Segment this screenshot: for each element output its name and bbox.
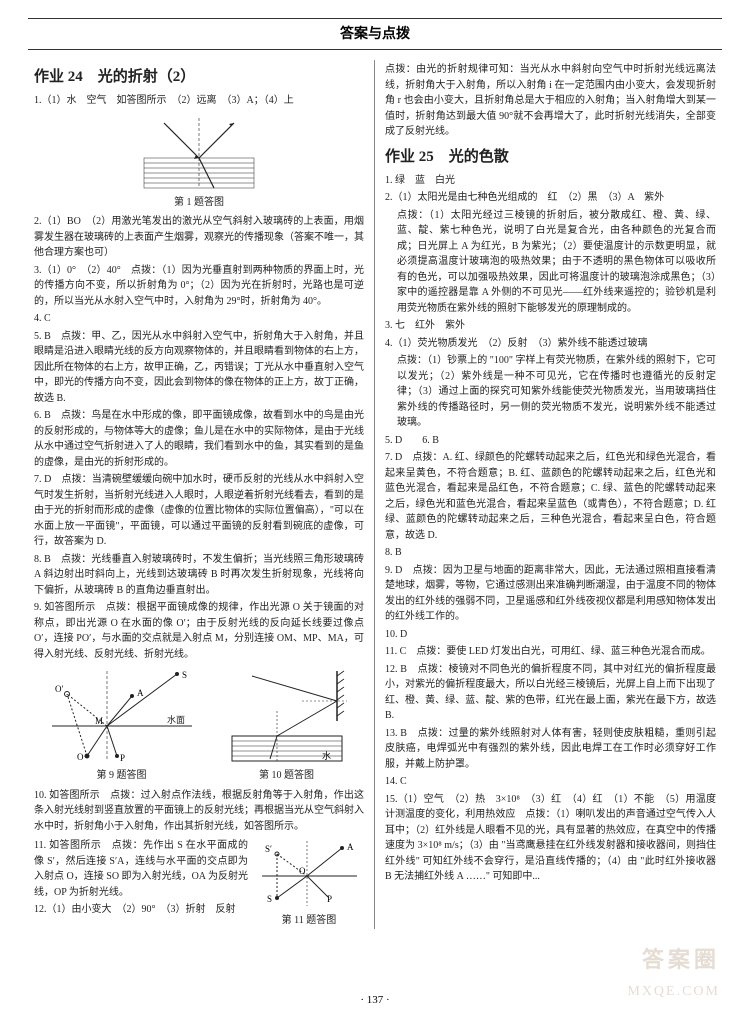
q24-2: 2.（1）BO （2）用激光笔发出的激光从空气斜射入玻璃砖的上表面，用烟雾发生器…: [34, 214, 364, 261]
q24-10: 10. 如答图所示 点拨：过入射点作法线，根据反射角等于入射角，作出这条入射光线…: [34, 788, 364, 835]
q25-5-6: 5. D 6. B: [385, 433, 716, 449]
svg-text:O: O: [77, 752, 84, 762]
q25-15: 15.（1）空气 （2）热 3×10⁸ （3）红 （4）红 （1）不能 （5）用…: [385, 792, 716, 885]
right-column: 点拨：由光的折射规律可知：当光从水中斜射向空气中时折射光线远离法线，折射角大于入…: [375, 60, 722, 929]
fig10-wrap: 水 第 10 题答图: [222, 666, 352, 784]
page: 答案与点拨 作业 24 光的折射（2） 1.（1）水 空气 如答图所示 （2）远…: [0, 0, 750, 1014]
q25-13: 13. B 点拨：过量的紫外线照射对人体有害，轻则使皮肤粗糙，重则引起皮肤癌，电…: [385, 726, 716, 773]
q25-9: 9. D 点拨：因为卫星与地面的距离非常大，因此，无法通过照相直接看清楚地球，烟…: [385, 563, 716, 625]
header-rule-top: [28, 18, 722, 19]
q25-1: 1. 绿 蓝 白光: [385, 173, 716, 189]
q25-3: 3. 七 红外 紫外: [385, 318, 716, 334]
q24-3: 3.（1）0° （2）40° 点拨：（1）因为光垂直射到两种物质的界面上时，光的…: [34, 263, 364, 310]
fig9-wrap: 水面 O O′ A P S M: [47, 666, 197, 784]
q24-11: 11. 如答图所示 点拨：先作出 S 在水平面成的像 S′，然后连接 S′A，连…: [34, 838, 248, 900]
q25-12: 12. B 点拨：棱镜对不同色光的偏折程度不同，其中对红光的偏折程度最小，对紫光…: [385, 662, 716, 724]
fig11-caption: 第 11 题答图: [254, 913, 364, 929]
q24-1: 1.（1）水 空气 如答图所示 （2）远离 （3）A；（4）上: [34, 93, 364, 109]
fig1-caption: 第 1 题答图: [34, 195, 364, 211]
svg-text:S: S: [267, 894, 272, 904]
q25-4-hint: 点拨：（1）钞票上的 "100" 字样上有荧光物质，在紫外线的照射下，它可以发光…: [385, 353, 716, 431]
q24-4: 4. C: [34, 311, 364, 327]
two-column-layout: 作业 24 光的折射（2） 1.（1）水 空气 如答图所示 （2）远离 （3）A…: [28, 60, 722, 929]
page-number: · 137 ·: [0, 994, 750, 1006]
q25-2: 2.（1）太阳光是由七种色光组成的 红 （2）黑 （3）A 紫外: [385, 190, 716, 206]
section-title-24: 作业 24 光的折射（2）: [34, 66, 364, 89]
fig9-caption: 第 9 题答图: [47, 768, 197, 784]
svg-text:P: P: [327, 894, 332, 904]
section-title-25: 作业 25 光的色散: [385, 146, 716, 169]
svg-text:O′: O′: [55, 684, 63, 694]
svg-text:P: P: [120, 753, 125, 763]
q25-11: 11. C 点拨：要使 LED 灯发出白光，可用红、绿、蓝三种色光混合而成。: [385, 644, 716, 660]
q25-8: 8. B: [385, 545, 716, 561]
watermark-main: 答案圈: [642, 942, 720, 974]
q24-6: 6. B 点拨：鸟是在水中形成的像，即平面镜成像，故看到水中的鸟是由光的反射形成…: [34, 408, 364, 470]
q24-12: 12.（1）由小变大 （2）90° （3）折射 反射: [34, 902, 248, 918]
svg-text:S: S: [182, 670, 187, 680]
q24-5: 5. B 点拨：甲、乙，因光从水中斜射入空气中，折射角大于入射角，并且眼睛是沿进…: [34, 329, 364, 407]
header-rule-bottom: [28, 49, 722, 50]
left-column: 作业 24 光的折射（2） 1.（1）水 空气 如答图所示 （2）远离 （3）A…: [28, 60, 375, 929]
svg-text:A: A: [137, 688, 144, 698]
q25-4: 4.（1）荧光物质发光 （2）反射 （3）紫外线不能透过玻璃: [385, 336, 716, 352]
page-header: 答案与点拨: [28, 23, 722, 43]
q25-14: 14. C: [385, 774, 716, 790]
fig1: 第 1 题答图: [34, 113, 364, 211]
q24-9: 9. 如答图所示 点拨：根据平面镜成像的规律，作出光源 O 关于镜面的对称点，即…: [34, 600, 364, 662]
q25-10: 10. D: [385, 627, 716, 643]
fig10-caption: 第 10 题答图: [222, 768, 352, 784]
fig9-10-row: 水面 O O′ A P S M: [34, 666, 364, 784]
svg-text:A: A: [347, 842, 354, 852]
q25-7: 7. D 点拨：A. 红、绿颜色的陀螺转动起来之后，红色光和绿色光混合，看起来呈…: [385, 450, 716, 543]
fig11-wrap: S S′ A O P 第 11 题答图: [254, 836, 364, 929]
svg-text:水面: 水面: [167, 714, 185, 725]
svg-text:水: 水: [322, 750, 331, 761]
top-continuation: 点拨：由光的折射规律可知：当光从水中斜射向空气中时折射光线远离法线，折射角大于入…: [385, 62, 716, 140]
q25-2-hint: 点拨：（1）太阳光经过三棱镜的折射后，被分散成红、橙、黄、绿、蓝、靛、紫七种色光…: [385, 208, 716, 317]
q24-7: 7. D 点拨：当清碗壁缓缓向碗中加水时，硬币反射的光线从水中斜射入空气时发生折…: [34, 472, 364, 550]
q24-8: 8. B 点拨：光线垂直入射玻璃砖时，不发生偏折；当光线照三角形玻璃砖 A 斜边…: [34, 552, 364, 599]
svg-text:S′: S′: [265, 844, 272, 854]
